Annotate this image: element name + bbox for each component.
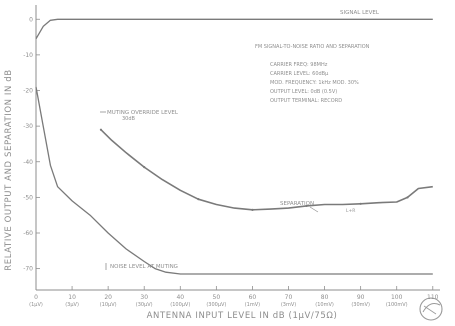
noise-muting-label: NOISE LEVEL AT MUTING	[110, 264, 178, 270]
separation-leader-line	[309, 206, 319, 213]
x-tick-label: 30	[140, 294, 148, 301]
lr-label: L+R	[346, 208, 355, 214]
series-point	[99, 128, 103, 131]
x-axis-label: ANTENNA INPUT LEVEL IN dB (1μV/75Ω)	[147, 311, 338, 321]
notes-line: MOD. FREQUENCY: 1kHz MOD. 30%	[270, 80, 359, 86]
x-tick-sublabel: (30μV)	[136, 302, 153, 308]
y-tick-label: -40	[23, 159, 33, 166]
series-point	[251, 208, 254, 211]
x-tick-sublabel: (3mV)	[281, 302, 296, 308]
y-tick-label: -50	[23, 194, 33, 201]
notes-line: OUTPUT LEVEL: 0dB (0.5V)	[270, 89, 337, 95]
y-tick-label: -10	[23, 52, 33, 59]
x-tick-sublabel: (1μV)	[29, 302, 43, 308]
x-tick-sublabel: (3μV)	[65, 302, 79, 308]
x-tick-sublabel: (100mV)	[386, 302, 408, 308]
muting-level-sublabel: 30dB	[122, 116, 136, 122]
y-tick-label: -70	[23, 266, 33, 273]
x-tick-label: 20	[104, 294, 112, 301]
notes-line: OUTPUT TERMINAL: RECORD	[270, 98, 342, 104]
y-tick-label: 0	[29, 16, 33, 23]
chart-annotations: SIGNAL LEVEL FM SIGNAL-TO-NOISE RATIO AND…	[100, 10, 380, 270]
series-point	[359, 202, 362, 205]
notes-title: FM SIGNAL-TO-NOISE RATIO AND SEPARATION	[255, 44, 370, 50]
notes-line: CARRIER FREQ: 98MHz	[270, 62, 328, 68]
separation-label: SEPARATION	[280, 201, 314, 207]
y-tick-label: -20	[23, 88, 33, 95]
series-point	[197, 198, 200, 201]
notes-line: CARRIER LEVEL: 60dBμ	[270, 71, 329, 77]
x-tick-sublabel: (300μV)	[206, 302, 226, 308]
x-tick-label: 50	[213, 294, 221, 301]
chart-axes	[35, 5, 440, 291]
y-axis-label: RELATIVE OUTPUT AND SEPARATION IN dB	[4, 69, 14, 270]
logo-icon	[419, 297, 443, 321]
x-tick-label: 100	[391, 294, 403, 301]
series-point	[143, 165, 146, 169]
x-tick-label: 0	[34, 294, 38, 301]
series-line-1	[100, 129, 433, 211]
series-line-0	[35, 18, 433, 40]
series-point	[406, 196, 409, 199]
x-tick-label: 70	[285, 294, 293, 301]
series-point	[305, 204, 308, 208]
chart-ticks: 0(1μV)10(3μV)20(10μV)30(30μV)40(100μV)50…	[23, 16, 439, 308]
x-tick-label: 60	[249, 294, 257, 301]
x-tick-label: 10	[68, 294, 76, 301]
signal-level-label: SIGNAL LEVEL	[340, 10, 380, 16]
x-tick-sublabel: (1mV)	[245, 302, 260, 308]
x-tick-sublabel: (30mV)	[351, 302, 370, 308]
chart-lines	[35, 18, 433, 275]
series-line-2	[35, 86, 433, 275]
x-tick-sublabel: (100μV)	[170, 302, 190, 308]
muting-level-label: MUTING OVERRIDE LEVEL	[107, 110, 179, 116]
y-tick-label: -30	[23, 123, 33, 130]
x-tick-sublabel: (10μV)	[100, 302, 117, 308]
x-tick-label: 90	[357, 294, 365, 301]
x-tick-label: 40	[176, 294, 184, 301]
x-tick-sublabel: (10mV)	[315, 302, 334, 308]
y-tick-label: -60	[23, 230, 33, 237]
x-tick-label: 110	[427, 294, 439, 301]
x-tick-label: 80	[321, 294, 329, 301]
